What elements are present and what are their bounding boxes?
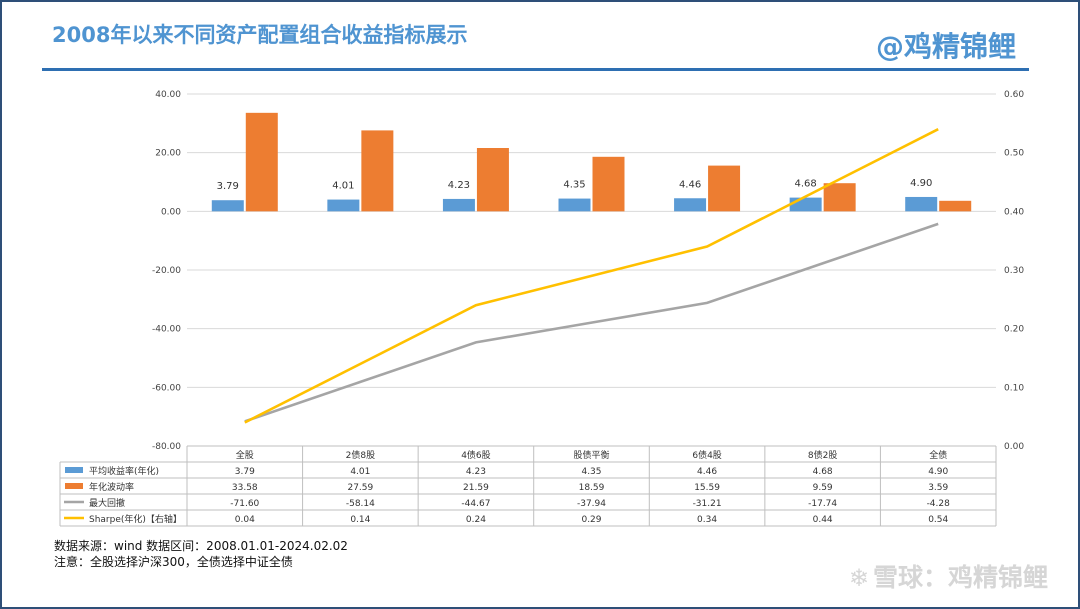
table-cell: 27.59 bbox=[347, 483, 373, 493]
bar-volatility bbox=[939, 200, 972, 212]
table-cell: 0.14 bbox=[350, 515, 370, 525]
table-cell: 15.59 bbox=[694, 483, 720, 493]
table-cell: 4.90 bbox=[928, 467, 948, 477]
data-label: 4.35 bbox=[563, 180, 585, 191]
table-cell: -58.14 bbox=[346, 499, 375, 509]
data-label: 4.90 bbox=[910, 178, 932, 189]
bar-return bbox=[211, 200, 244, 212]
bar-return bbox=[789, 197, 822, 212]
sharpe-line bbox=[244, 128, 939, 424]
right-axis-tick-label: 0.20 bbox=[1004, 325, 1024, 335]
bar-return bbox=[558, 198, 591, 212]
table-cell: 33.58 bbox=[232, 483, 258, 493]
right-axis-tick-label: 0.10 bbox=[1004, 383, 1024, 393]
table-cell: 21.59 bbox=[463, 483, 489, 493]
left-axis-tick-label: -80.00 bbox=[152, 442, 181, 452]
watermark-text: 雪球：鸡精锦鲤 bbox=[872, 563, 1048, 592]
bar-return bbox=[442, 198, 475, 212]
table-cell: -44.67 bbox=[461, 499, 490, 509]
bar-volatility bbox=[245, 112, 278, 212]
table-cell: 4.46 bbox=[697, 467, 717, 477]
table-cell: 4.68 bbox=[813, 467, 833, 477]
drawdown-line bbox=[244, 222, 939, 423]
data-label: 4.23 bbox=[448, 180, 470, 191]
brand-handle: @鸡精锦鲤 bbox=[875, 30, 1016, 63]
watermark: ❄ 雪球：鸡精锦鲤 bbox=[849, 558, 1048, 594]
right-axis-tick-label: 0.00 bbox=[1004, 442, 1024, 452]
left-axis-tick-label: 20.00 bbox=[155, 149, 181, 159]
bar-volatility bbox=[592, 156, 625, 212]
table-cell: 9.59 bbox=[813, 483, 833, 493]
table-cell: 0.44 bbox=[813, 515, 833, 525]
table-cell: 4.35 bbox=[581, 467, 601, 477]
title-divider bbox=[42, 68, 1029, 71]
table-cell: 3.59 bbox=[928, 483, 948, 493]
chart-notes: 数据来源：wind 数据区间：2008.01.01-2024.02.02 注意：… bbox=[54, 538, 348, 570]
legend-swatch bbox=[65, 483, 83, 489]
x-category-label: 全股 bbox=[236, 449, 254, 461]
right-axis-tick-label: 0.50 bbox=[1004, 149, 1024, 159]
right-axis-tick-label: 0.30 bbox=[1004, 266, 1024, 276]
table-cell: -4.28 bbox=[927, 499, 951, 509]
bar-return bbox=[674, 198, 707, 212]
right-axis-tick-label: 0.40 bbox=[1004, 207, 1024, 217]
left-axis-tick-label: -20.00 bbox=[152, 266, 181, 276]
legend-entry: 年化波动率 bbox=[89, 481, 134, 493]
bar-volatility bbox=[476, 148, 509, 212]
left-axis-tick-label: -60.00 bbox=[152, 383, 181, 393]
right-axis-tick-label: 0.60 bbox=[1004, 90, 1024, 100]
bar-volatility bbox=[708, 165, 741, 212]
table-cell: -17.74 bbox=[808, 499, 837, 509]
bar-return bbox=[905, 196, 938, 212]
table-cell: 0.34 bbox=[697, 515, 717, 525]
legend-entry: 最大回撤 bbox=[89, 497, 125, 509]
bar-volatility bbox=[361, 130, 394, 212]
data-source-note: 数据来源：wind 数据区间：2008.01.01-2024.02.02 bbox=[54, 539, 348, 553]
table-cell: 4.23 bbox=[466, 467, 486, 477]
table-cell: -37.94 bbox=[577, 499, 606, 509]
snowball-logo-icon: ❄ bbox=[848, 564, 869, 592]
data-label: 4.68 bbox=[795, 179, 817, 190]
table-cell: 18.59 bbox=[579, 483, 605, 493]
x-category-label: 6债4股 bbox=[692, 449, 721, 461]
left-axis-tick-label: 40.00 bbox=[155, 90, 181, 100]
x-category-label: 股债平衡 bbox=[573, 449, 609, 461]
x-category-label: 4债6股 bbox=[461, 449, 490, 461]
table-cell: 0.54 bbox=[928, 515, 948, 525]
table-cell: 0.29 bbox=[581, 515, 601, 525]
bar-return bbox=[327, 199, 360, 212]
left-axis-tick-label: -40.00 bbox=[152, 325, 181, 335]
x-category-label: 全债 bbox=[929, 449, 947, 461]
table-cell: 0.24 bbox=[466, 515, 486, 525]
page-title: 2008年以来不同资产配置组合收益指标展示 bbox=[52, 23, 468, 47]
x-category-label: 2债8股 bbox=[346, 449, 375, 461]
data-label: 4.46 bbox=[679, 179, 701, 190]
data-label: 3.79 bbox=[217, 181, 239, 192]
left-axis-tick-label: 0.00 bbox=[161, 207, 181, 217]
table-cell: 4.01 bbox=[350, 467, 370, 477]
data-label: 4.01 bbox=[332, 181, 354, 192]
table-cell: -71.60 bbox=[230, 499, 259, 509]
table-cell: 3.79 bbox=[235, 467, 255, 477]
x-category-label: 8债2股 bbox=[808, 449, 837, 461]
legend-entry: 平均收益率(年化) bbox=[89, 465, 159, 477]
bar-volatility bbox=[823, 183, 856, 212]
legend-entry: Sharpe(年化)【右轴】 bbox=[89, 513, 182, 525]
table-cell: 0.04 bbox=[235, 515, 255, 525]
table-cell: -31.21 bbox=[693, 499, 722, 509]
index-remark-note: 注意：全股选择沪深300，全债选择中证全债 bbox=[54, 555, 293, 569]
legend-swatch bbox=[65, 467, 83, 473]
